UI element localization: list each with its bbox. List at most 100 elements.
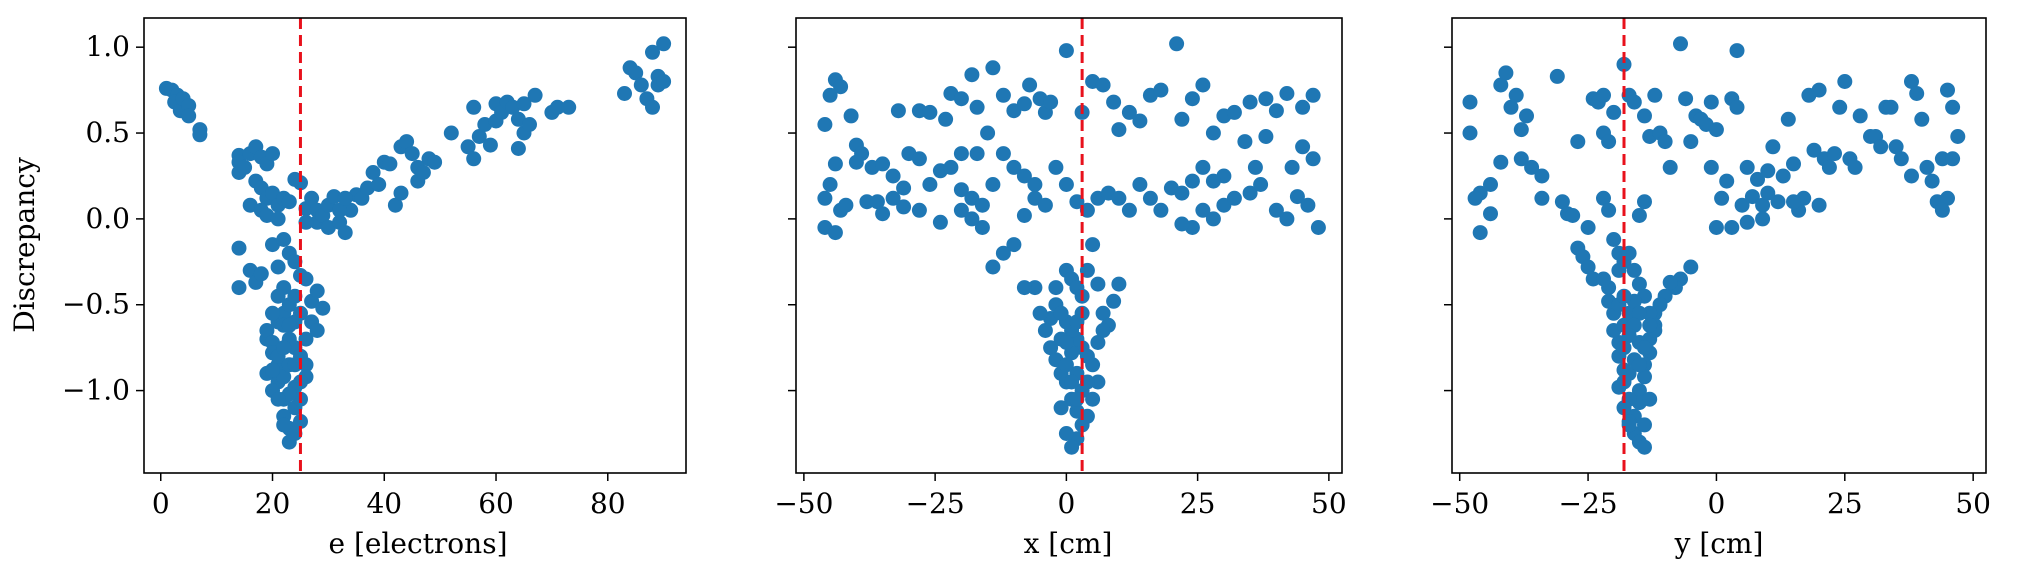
x-tick-label: 20 — [255, 487, 291, 520]
data-point — [1739, 214, 1755, 230]
data-point — [1821, 159, 1837, 175]
data-point — [309, 283, 325, 299]
data-point — [633, 77, 649, 93]
data-point — [1037, 197, 1053, 213]
y-tick-label: 1.0 — [85, 30, 130, 63]
data-point — [1169, 36, 1185, 52]
data-point — [1058, 426, 1074, 441]
data-point — [281, 386, 297, 402]
data-point — [1095, 323, 1111, 338]
data-point — [1106, 94, 1122, 110]
x-tick-label: 50 — [1955, 487, 1991, 520]
data-point — [1580, 220, 1596, 235]
data-point — [1174, 185, 1190, 201]
data-point — [1111, 190, 1127, 206]
data-point — [259, 323, 275, 338]
data-point — [1852, 108, 1868, 124]
data-point — [1058, 43, 1074, 59]
data-point — [1924, 173, 1940, 189]
data-point — [1064, 439, 1080, 455]
data-point — [1184, 91, 1200, 107]
data-point — [1760, 185, 1776, 201]
data-point — [253, 266, 269, 282]
data-point — [1006, 237, 1022, 253]
data-point — [848, 154, 864, 170]
data-point — [1626, 94, 1642, 110]
data-point — [270, 211, 286, 227]
data-point — [1631, 357, 1647, 373]
data-point — [1873, 139, 1889, 155]
x-tick-label: −50 — [1430, 487, 1489, 520]
data-point — [1631, 208, 1647, 223]
data-point — [827, 225, 843, 241]
data-point — [270, 288, 286, 304]
data-point — [1090, 374, 1106, 390]
x-tick-label: 80 — [590, 487, 626, 520]
data-point — [1085, 237, 1101, 253]
data-point — [1111, 276, 1127, 292]
data-point — [1053, 400, 1069, 416]
data-point — [192, 127, 208, 143]
data-point — [896, 180, 912, 196]
data-point — [1888, 139, 1904, 155]
data-point — [911, 151, 927, 167]
data-point — [510, 141, 526, 156]
x-tick-label: 60 — [478, 487, 514, 520]
data-point — [932, 214, 948, 230]
data-point — [527, 87, 543, 103]
data-point — [1847, 159, 1863, 175]
data-point — [516, 96, 532, 112]
data-point — [827, 156, 843, 172]
data-point — [265, 305, 280, 321]
x-tick-label: 50 — [1311, 487, 1347, 520]
data-point — [922, 104, 938, 120]
data-point — [387, 197, 403, 213]
data-point — [1508, 87, 1524, 103]
data-point — [980, 125, 996, 141]
data-point — [371, 177, 387, 192]
data-point — [1195, 159, 1211, 175]
data-point — [1637, 369, 1652, 385]
data-point — [1090, 276, 1106, 292]
data-point — [443, 125, 459, 141]
data-point — [1043, 340, 1059, 356]
data-point — [1472, 225, 1488, 241]
data-point — [1132, 113, 1148, 129]
data-point — [343, 202, 359, 218]
data-point — [1811, 82, 1827, 98]
data-point — [1242, 94, 1258, 110]
data-point — [1570, 134, 1586, 150]
data-point — [326, 189, 342, 205]
data-point — [1022, 77, 1038, 93]
data-point — [922, 177, 938, 192]
data-point — [1708, 122, 1724, 138]
data-point — [1513, 122, 1529, 138]
data-point — [1058, 335, 1074, 350]
data-point — [1657, 134, 1673, 150]
data-point — [1027, 177, 1043, 192]
data-point — [896, 199, 912, 215]
data-point — [1755, 211, 1771, 227]
data-point — [1631, 305, 1647, 321]
data-point — [1678, 91, 1694, 107]
data-point — [1289, 189, 1305, 205]
data-point — [1064, 374, 1080, 390]
data-point — [1279, 86, 1295, 101]
data-point — [1095, 77, 1111, 93]
data-point — [1037, 323, 1053, 338]
data-point — [427, 154, 443, 170]
data-point — [1708, 220, 1724, 235]
data-point — [1205, 173, 1221, 189]
data-point — [1673, 36, 1688, 52]
data-point — [1205, 125, 1221, 141]
data-point — [276, 369, 292, 385]
data-point — [911, 202, 927, 218]
data-point — [817, 117, 833, 132]
data-point — [404, 146, 420, 162]
data-point — [1554, 194, 1570, 210]
y-tick-label: −1.0 — [62, 374, 130, 407]
data-point — [231, 240, 247, 256]
data-point — [1945, 151, 1961, 167]
y-tick-label: 0.0 — [85, 202, 130, 235]
data-point — [265, 335, 280, 350]
